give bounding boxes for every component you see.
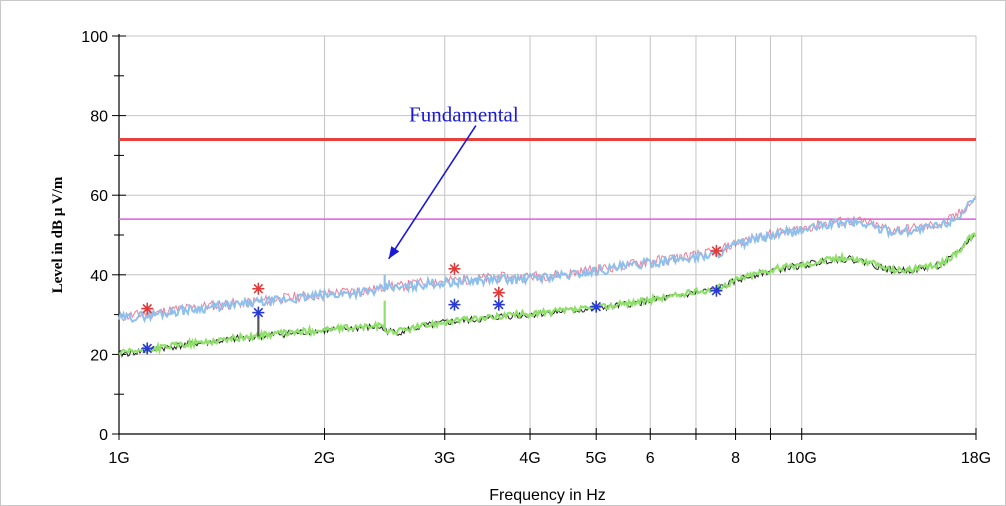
- measurement-marker: [252, 282, 265, 295]
- measurement-marker: [448, 262, 461, 275]
- measurement-marker: [252, 306, 265, 319]
- peak-trace: [118, 198, 976, 324]
- x-tick-label: 2G: [314, 450, 335, 467]
- average-trace: [118, 232, 977, 356]
- y-tick-label: 20: [90, 347, 108, 364]
- measurement-marker: [141, 302, 154, 315]
- measurement-marker: [141, 342, 154, 355]
- annotation-label: Fundamental: [409, 103, 519, 127]
- measurement-marker: [710, 284, 723, 297]
- annotation-arrow-shaft: [388, 125, 477, 260]
- x-tick-label: 6: [646, 450, 655, 467]
- measurement-marker: [448, 298, 461, 311]
- measurement-marker: [492, 298, 505, 311]
- x-axis-label: Frequency in Hz: [489, 487, 606, 504]
- y-tick-label: 80: [90, 109, 108, 126]
- x-tick-label: 4G: [519, 450, 540, 467]
- x-tick-label: 5G: [586, 450, 607, 467]
- x-tick-label: 18G: [961, 450, 991, 467]
- measurement-marker: [710, 244, 723, 257]
- x-tick-label: 8: [731, 450, 740, 467]
- measurement-marker: [492, 286, 505, 299]
- y-tick-label: 40: [90, 268, 108, 285]
- x-tick-label: 10G: [787, 450, 817, 467]
- measurement-marker: [590, 300, 603, 313]
- y-axis-label: Level in dB µ V/m: [50, 176, 66, 293]
- x-tick-label: 3G: [434, 450, 455, 467]
- y-tick-label: 60: [90, 188, 108, 205]
- y-tick-label: 100: [81, 29, 108, 46]
- annotation-arrow-head: [388, 246, 400, 259]
- y-tick-label: 0: [99, 427, 108, 444]
- x-tick-label: 1G: [108, 450, 129, 467]
